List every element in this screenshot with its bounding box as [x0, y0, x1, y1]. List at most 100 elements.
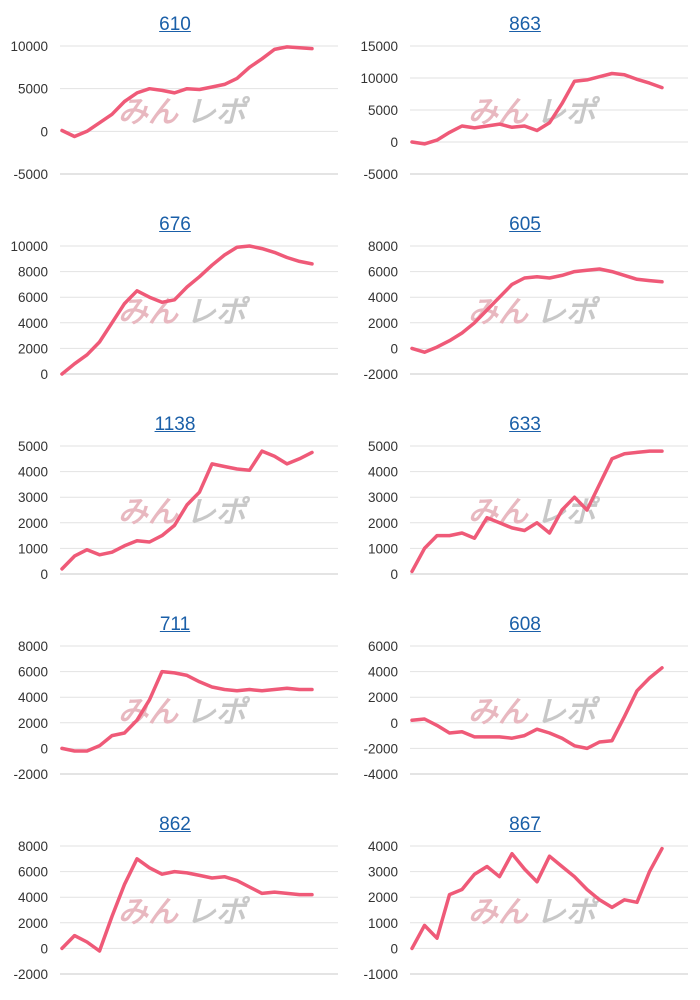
y-tick-label: 2000 [368, 316, 398, 331]
y-tick-label: 8000 [18, 639, 48, 654]
watermark-logo: みん レポ [118, 895, 251, 930]
y-tick-label: 4000 [18, 316, 48, 331]
line-chart: 8000 6000 4000 2000 0 -2000 みん レポ [13, 839, 338, 982]
y-tick-label: 1000 [368, 541, 398, 556]
y-tick-label: 6000 [18, 290, 48, 305]
series-line [60, 669, 314, 753]
y-tick-label: 0 [40, 567, 48, 582]
y-tick-label: 0 [390, 567, 398, 582]
y-tick-label: 5000 [18, 82, 48, 97]
series-line [410, 267, 664, 354]
series-line [60, 244, 314, 376]
y-tick-label: -2000 [13, 967, 48, 982]
y-tick-label: 15000 [360, 39, 398, 54]
y-tick-label: 2000 [368, 690, 398, 705]
y-tick-label: -1000 [363, 967, 398, 982]
watermark-logo: みん レポ [468, 695, 601, 730]
chart-title-link[interactable]: 608 [509, 614, 541, 635]
series-line [60, 857, 314, 953]
y-tick-label: 2000 [368, 516, 398, 531]
y-tick-label: 5000 [18, 439, 48, 454]
chart-title-link[interactable]: 867 [509, 814, 541, 835]
chart-title-link[interactable]: 633 [509, 414, 541, 435]
line-chart: 5000 4000 3000 2000 1000 0 みん レポ [18, 439, 338, 582]
series-line [410, 846, 664, 951]
y-tick-label: 3000 [18, 490, 48, 505]
y-tick-label: 0 [40, 941, 48, 956]
line-chart: 10000 5000 0 -5000 みん レポ [10, 39, 338, 182]
y-tick-label: 2000 [18, 916, 48, 931]
y-tick-label: 3000 [368, 865, 398, 880]
y-tick-label: 2000 [368, 890, 398, 905]
watermark-logo: みん レポ [468, 95, 601, 130]
y-tick-label: 6000 [368, 265, 398, 280]
y-tick-label: -4000 [363, 767, 398, 782]
line-chart: 10000 8000 6000 4000 2000 0 みん レポ [10, 239, 338, 382]
line-chart: 15000 10000 5000 0 -5000 みん レポ [360, 39, 688, 182]
y-tick-label: 10000 [10, 239, 48, 254]
y-tick-label: 5000 [368, 439, 398, 454]
line-chart: 8000 6000 4000 2000 0 -2000 みん レポ [13, 639, 338, 782]
line-chart: 4000 3000 2000 1000 0 -1000 みん レポ [363, 839, 688, 982]
y-tick-label: -2000 [363, 367, 398, 382]
chart-title-link[interactable]: 863 [509, 14, 541, 35]
y-tick-label: 4000 [18, 890, 48, 905]
chart-title-link[interactable]: 711 [159, 614, 191, 635]
chart-panel: 1138 5000 4000 3000 2000 1000 0 みん レポ [0, 400, 350, 600]
watermark-logo: みん レポ [118, 695, 251, 730]
y-tick-label: 4000 [368, 465, 398, 480]
y-tick-label: 0 [40, 124, 48, 139]
chart-panel: 605 8000 6000 4000 2000 0 -2000 みん レポ [350, 200, 700, 400]
chart-panel: 633 5000 4000 3000 2000 1000 0 みん レポ [350, 400, 700, 600]
watermark-logo: みん レポ [468, 895, 601, 930]
y-tick-label: 4000 [18, 690, 48, 705]
chart-panel: 862 8000 6000 4000 2000 0 -2000 みん レポ [0, 800, 350, 1000]
y-tick-label: 0 [40, 367, 48, 382]
series-line [410, 71, 664, 146]
series-line [410, 449, 664, 574]
watermark-logo: みん レポ [468, 295, 601, 330]
watermark-logo: みん レポ [118, 95, 251, 130]
y-tick-label: 4000 [368, 665, 398, 680]
y-tick-label: -2000 [13, 767, 48, 782]
chart-title-link[interactable]: 676 [159, 214, 191, 235]
y-tick-label: 2000 [18, 516, 48, 531]
y-tick-label: 0 [390, 135, 398, 150]
y-tick-label: 1000 [368, 916, 398, 931]
y-tick-label: 3000 [368, 490, 398, 505]
y-tick-label: 6000 [18, 665, 48, 680]
series-line [60, 449, 314, 571]
y-tick-label: 4000 [18, 465, 48, 480]
chart-panel: 711 8000 6000 4000 2000 0 -2000 みん レポ [0, 600, 350, 800]
y-tick-label: 8000 [18, 265, 48, 280]
y-tick-label: 10000 [360, 71, 398, 86]
chart-panel: 863 15000 10000 5000 0 -5000 みん レポ [350, 0, 700, 200]
y-tick-label: 0 [40, 741, 48, 756]
y-tick-label: 10000 [10, 39, 48, 54]
chart-panel: 610 10000 5000 0 -5000 みん レポ [0, 0, 350, 200]
y-tick-label: 0 [390, 716, 398, 731]
y-tick-label: 1000 [18, 541, 48, 556]
y-tick-label: -2000 [363, 741, 398, 756]
y-tick-label: 8000 [18, 839, 48, 854]
y-tick-label: 2000 [18, 716, 48, 731]
y-tick-label: -5000 [363, 167, 398, 182]
line-chart: 8000 6000 4000 2000 0 -2000 みん レポ [363, 239, 688, 382]
line-chart: 6000 4000 2000 0 -2000 -4000 みん レポ [363, 639, 688, 782]
y-tick-label: -5000 [13, 167, 48, 182]
chart-panel: 676 10000 8000 6000 4000 2000 0 みん レポ [0, 200, 350, 400]
chart-title-link[interactable]: 610 [159, 14, 191, 35]
watermark-logo: みん レポ [118, 295, 251, 330]
chart-title-link[interactable]: 1138 [154, 414, 196, 435]
y-tick-label: 5000 [368, 103, 398, 118]
chart-panel: 867 4000 3000 2000 1000 0 -1000 みん レポ [350, 800, 700, 1000]
series-line [410, 666, 664, 751]
watermark-logo: みん レポ [118, 495, 251, 530]
y-tick-label: 4000 [368, 290, 398, 305]
y-tick-label: 8000 [368, 239, 398, 254]
chart-title-link[interactable]: 862 [159, 814, 191, 835]
chart-title-link[interactable]: 605 [509, 214, 541, 235]
y-tick-label: 2000 [18, 341, 48, 356]
